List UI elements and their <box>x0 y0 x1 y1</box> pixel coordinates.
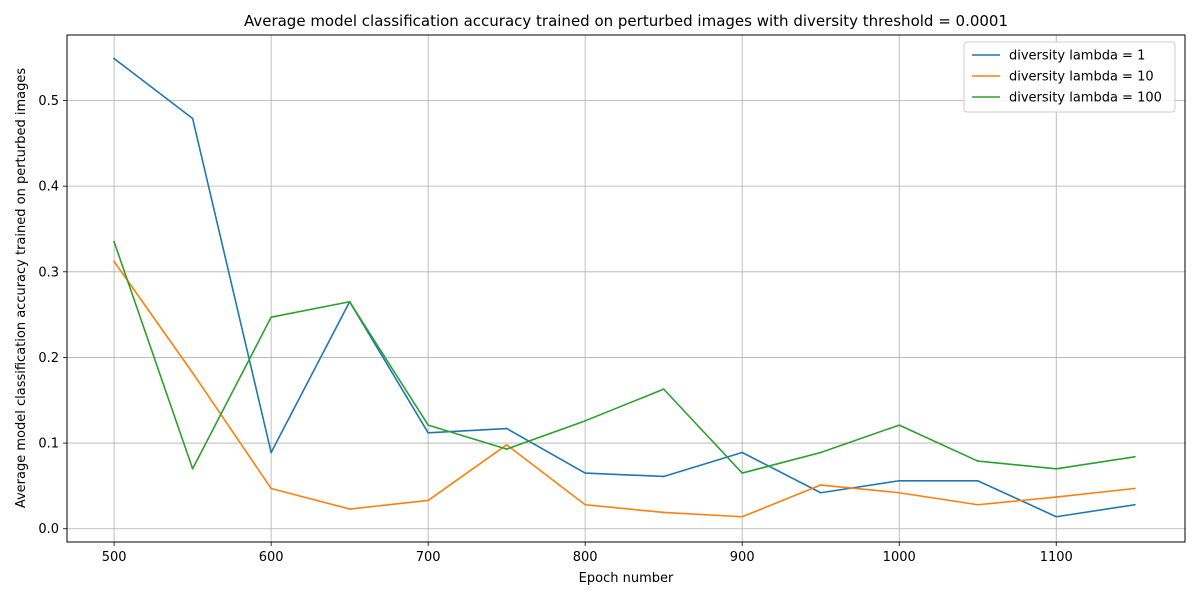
x-tick-label: 1100 <box>1040 550 1073 565</box>
legend-label-3: diversity lambda = 100 <box>1009 91 1162 106</box>
series-3-point <box>113 240 116 243</box>
y-tick-label: 0.2 <box>38 351 59 366</box>
series-1-point <box>427 431 430 434</box>
legend-box <box>963 41 1176 113</box>
series-2-point <box>662 511 665 514</box>
series-line-1 <box>112 57 1136 518</box>
series-3-point <box>1055 467 1058 470</box>
series-3-point <box>505 448 508 450</box>
series-1-point <box>819 491 822 494</box>
series-2-point <box>270 487 273 490</box>
x-axis-title: Epoch number <box>579 571 674 586</box>
series-2-point <box>584 503 587 506</box>
series-3-point <box>1133 455 1136 458</box>
series-2-point <box>113 260 116 263</box>
plot-frame <box>66 34 1186 543</box>
legend-label-2: diversity lambda = 10 <box>1009 70 1154 85</box>
series-1-point <box>1133 503 1136 506</box>
series-1-point <box>741 451 744 454</box>
y-tick-label: 0.1 <box>38 437 59 452</box>
series-2-point <box>898 491 901 494</box>
series-3-point <box>427 424 430 426</box>
chart-title: Average model classification accuracy tr… <box>244 12 1008 30</box>
series-2-point <box>819 484 822 486</box>
series-3-point <box>348 300 351 303</box>
y-tick-label: 0.5 <box>38 94 59 109</box>
series-2-point <box>976 503 979 506</box>
plot-area <box>67 35 1185 542</box>
x-tick-label: 600 <box>259 550 284 565</box>
series-1-point <box>505 427 508 430</box>
series-3-point <box>976 460 979 462</box>
series-3-point <box>898 424 901 426</box>
y-axis-title: Average model classification accuracy tr… <box>14 68 29 509</box>
x-tick-label: 900 <box>730 550 755 565</box>
y-tick-label: 0.3 <box>38 265 59 280</box>
series-1-point <box>270 451 273 454</box>
series-3-point <box>270 316 273 319</box>
series-3-point <box>191 467 194 470</box>
series-1-point <box>113 57 116 60</box>
series-1-point <box>584 472 587 474</box>
series-1-point <box>191 117 194 120</box>
x-tick-label: 1000 <box>883 550 916 565</box>
series-line-3 <box>113 240 1136 474</box>
series-3-point <box>741 472 744 474</box>
y-tick-label: 0.0 <box>38 522 59 537</box>
series-2-point <box>348 508 351 510</box>
series-line-2 <box>112 260 1136 518</box>
series-3-point <box>584 419 587 422</box>
x-tick-label: 700 <box>416 550 441 565</box>
series-2-point <box>1055 496 1058 498</box>
axis-ticks: 500 600 700 800 900 1000 1100 0.0 0.1 0.2 0.3 0.4 0.… <box>38 94 1072 565</box>
series-1-point <box>898 479 901 482</box>
series-2-point <box>1133 487 1136 490</box>
series-lines <box>112 57 1136 518</box>
series-2-point <box>741 515 744 518</box>
grid-lines <box>67 35 1185 542</box>
series-3-point <box>819 451 822 454</box>
series-1-point <box>976 479 979 482</box>
y-tick-label: 0.4 <box>38 180 59 195</box>
x-tick-label: 800 <box>573 550 598 565</box>
series-1-point <box>1055 515 1058 518</box>
series-2-point <box>505 443 508 446</box>
series-2-point <box>427 499 430 502</box>
x-tick-label: 500 <box>102 550 127 565</box>
series-3-point <box>662 388 665 391</box>
legend: diversity lambda = 1 diversity lambda = 1… <box>963 41 1176 113</box>
series-1-point <box>662 475 665 478</box>
legend-label-1: diversity lambda = 1 <box>1009 49 1145 64</box>
series-2-point <box>191 371 194 374</box>
